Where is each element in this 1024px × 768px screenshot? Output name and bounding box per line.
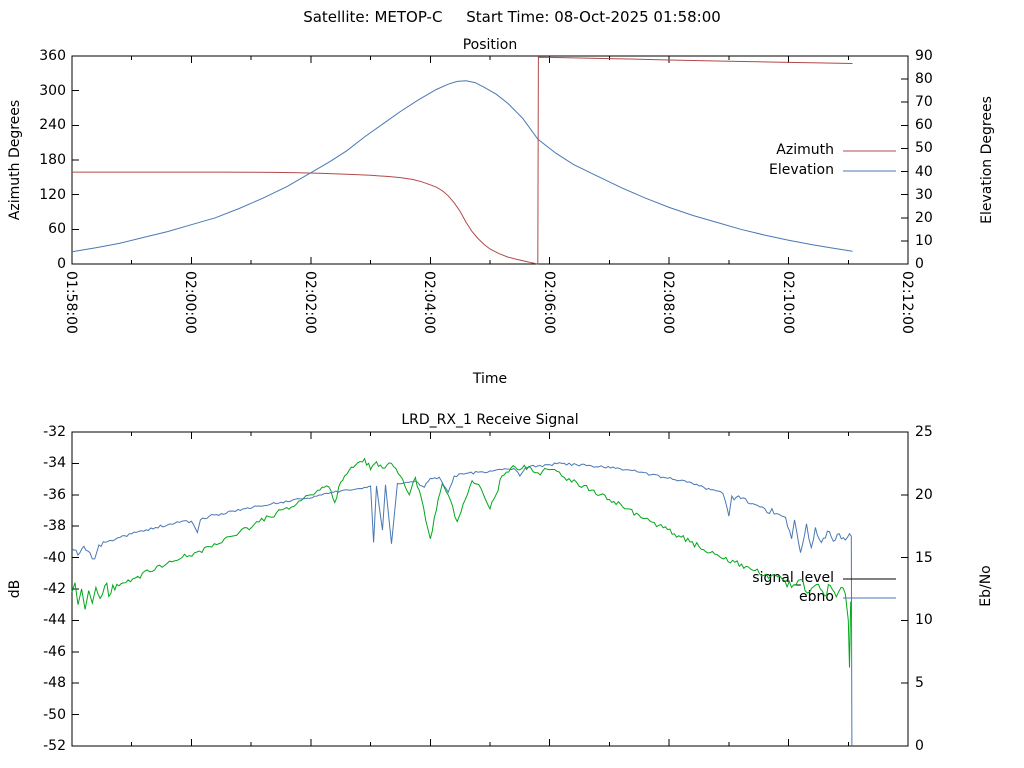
y-tick-label-left: -42 xyxy=(43,581,66,597)
y-tick-label-left: -44 xyxy=(43,612,66,629)
y-tick-label-right: 60 xyxy=(915,117,933,134)
y-tick-label-left: -34 xyxy=(43,455,66,472)
db-axis-label: dB xyxy=(7,579,23,599)
azimuth-curve xyxy=(72,56,853,265)
x-tick-label: 02:00:00 xyxy=(182,271,199,334)
y-tick-label-left: -48 xyxy=(43,675,66,692)
y-tick-label-right: 40 xyxy=(915,163,933,180)
y-tick-label-right: 20 xyxy=(915,209,933,226)
y-tick-label-right: 25 xyxy=(915,424,933,440)
x-tick-label: 02:12:00 xyxy=(899,271,915,334)
y-tick-label-left: -32 xyxy=(43,424,66,440)
legend-label-Elevation: Elevation xyxy=(768,162,834,178)
y-tick-label-left: 360 xyxy=(39,48,66,64)
x-tick-label: 02:08:00 xyxy=(660,271,677,334)
y-tick-label-right: 10 xyxy=(915,232,933,249)
position-chart-title: Position xyxy=(462,37,518,53)
x-tick-label: 02:06:00 xyxy=(540,271,557,334)
y-tick-label-right: 70 xyxy=(915,94,933,111)
signal_level-curve xyxy=(71,457,852,668)
y-tick-label-right: 10 xyxy=(915,612,933,629)
x-tick-label: 02:04:00 xyxy=(421,271,438,334)
x-tick-label: 01:58:00 xyxy=(63,271,79,334)
y-tick-label-right: 0 xyxy=(915,256,924,272)
y-tick-label-left: -46 xyxy=(43,643,66,660)
y-tick-label-right: 0 xyxy=(915,738,924,754)
y-tick-label-right: 90 xyxy=(915,48,933,64)
x-tick-label: 02:02:00 xyxy=(301,271,318,334)
ebno-axis-label: Eb/No xyxy=(978,565,994,607)
y-tick-label-left: 240 xyxy=(39,117,66,134)
page-title: Satellite: METOP-C Start Time: 08-Oct-20… xyxy=(303,8,721,26)
elevation-axis-label: Elevation Degrees xyxy=(979,96,995,224)
y-tick-label-left: -50 xyxy=(43,706,66,723)
y-tick-label-left: -38 xyxy=(43,518,66,535)
y-tick-label-right: 20 xyxy=(915,486,933,503)
y-tick-label-left: 180 xyxy=(39,152,66,168)
y-tick-label-left: -40 xyxy=(43,549,66,566)
y-tick-label-right: 15 xyxy=(915,549,933,566)
x-tick-label: 02:10:00 xyxy=(779,271,796,334)
y-tick-label-right: 30 xyxy=(915,186,933,203)
legend-label-Azimuth: Azimuth xyxy=(776,142,834,158)
time-axis-label: Time xyxy=(472,371,508,387)
legend-label-ebno: ebno xyxy=(799,589,834,605)
y-tick-label-left: 300 xyxy=(39,82,66,99)
plot-frame xyxy=(71,55,909,265)
y-tick-label-left: 120 xyxy=(39,186,66,203)
y-tick-label-right: 80 xyxy=(915,71,933,88)
y-tick-label-right: 5 xyxy=(915,675,924,692)
y-tick-label-right: 50 xyxy=(915,140,933,157)
y-tick-label-left: 60 xyxy=(48,221,66,238)
legend-label-signal_level: signal_level xyxy=(752,570,834,586)
y-tick-label-left: 0 xyxy=(57,256,66,272)
y-tick-label-left: -36 xyxy=(43,486,66,503)
azimuth-axis-label: Azimuth Degrees xyxy=(7,99,23,221)
signal-chart-title: LRD_RX_1 Receive Signal xyxy=(401,412,579,428)
y-tick-label-left: -52 xyxy=(43,738,66,754)
